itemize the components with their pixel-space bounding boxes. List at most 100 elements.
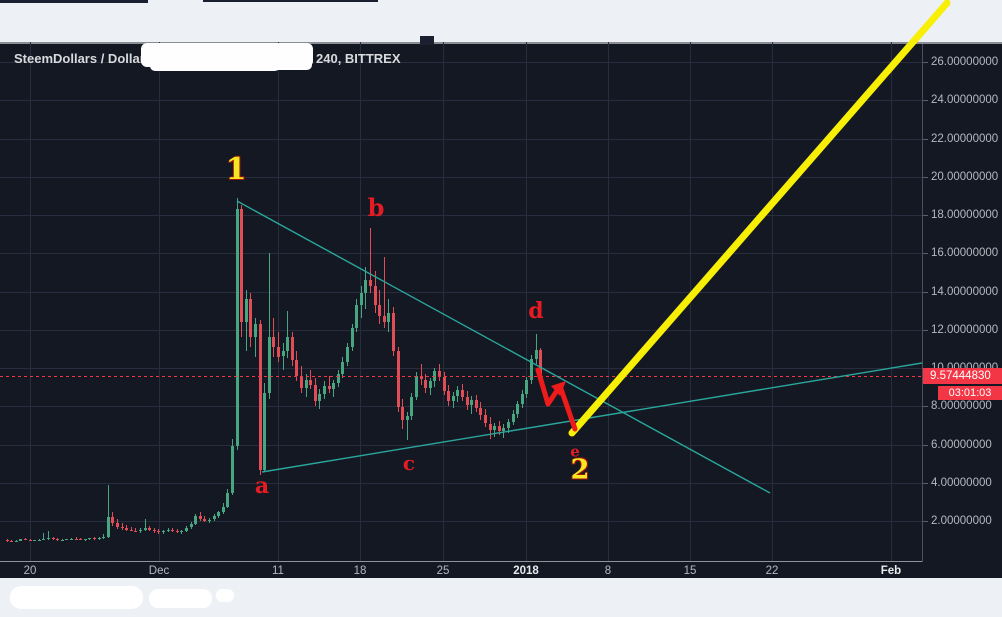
candle-body bbox=[33, 540, 37, 542]
h-gridline bbox=[0, 482, 922, 484]
candle-body bbox=[102, 536, 106, 538]
candle-body bbox=[534, 349, 538, 360]
toolbar-fleck bbox=[0, 0, 148, 3]
candle-body bbox=[240, 209, 244, 323]
y-tick bbox=[923, 406, 928, 408]
candle-body bbox=[74, 538, 78, 540]
candle-body bbox=[37, 539, 41, 541]
candle-body bbox=[364, 280, 368, 294]
candle-body bbox=[97, 537, 101, 539]
candle-body bbox=[134, 530, 138, 532]
y-tick bbox=[923, 62, 928, 63]
toolbar-fleck bbox=[203, 0, 378, 2]
y-tick bbox=[923, 482, 928, 484]
candle-wick bbox=[93, 537, 95, 540]
y-axis-label: 24.00000000 bbox=[931, 94, 999, 107]
candle-body bbox=[290, 337, 294, 361]
y-axis-label: 22.00000000 bbox=[931, 132, 999, 145]
candle-body bbox=[327, 386, 331, 390]
candle-body bbox=[309, 379, 313, 386]
candle-body bbox=[341, 362, 345, 374]
interval-exchange: 240, BITTREX bbox=[316, 51, 401, 66]
candle-body bbox=[253, 324, 257, 338]
candle-wick bbox=[126, 524, 128, 531]
candle-body bbox=[161, 531, 165, 533]
candle-body bbox=[483, 414, 487, 424]
candle-body bbox=[244, 299, 248, 323]
candle-body bbox=[428, 381, 432, 389]
candle-body bbox=[194, 516, 198, 524]
wave-label-2[interactable]: 2 bbox=[570, 454, 590, 486]
candle-body bbox=[19, 539, 23, 541]
candle-body bbox=[79, 539, 83, 540]
h-gridline bbox=[0, 100, 922, 102]
symbol-title: SteemDollars / Dollar bbox=[14, 51, 145, 66]
y-tick bbox=[923, 100, 928, 102]
time-axis[interactable]: 20 Dec 11 18 25 2018 8 15 22 Feb bbox=[0, 561, 1002, 578]
v-gridline bbox=[891, 42, 892, 561]
candle-body bbox=[230, 446, 234, 494]
candle-body bbox=[235, 209, 239, 447]
candle-body bbox=[322, 386, 326, 394]
candle-body bbox=[175, 530, 179, 532]
wave-label-d[interactable]: d bbox=[528, 298, 544, 324]
y-axis-label: 14.00000000 bbox=[931, 285, 999, 298]
candle-body bbox=[111, 517, 115, 523]
candle-body bbox=[212, 516, 216, 520]
candle-body bbox=[470, 399, 474, 406]
wave-label-c[interactable]: c bbox=[402, 451, 416, 475]
redaction-title-blob bbox=[272, 58, 312, 70]
current-price-label: 9.57444830 bbox=[923, 368, 1002, 384]
candle-body bbox=[267, 337, 271, 393]
candle-body bbox=[148, 527, 152, 531]
candle-body bbox=[65, 539, 69, 541]
v-gridline bbox=[690, 42, 691, 561]
redaction-bottom-blob bbox=[149, 589, 212, 608]
candle-body bbox=[143, 527, 147, 531]
candle-body bbox=[207, 519, 211, 521]
candle-body bbox=[28, 539, 32, 541]
h-gridline bbox=[0, 138, 922, 140]
y-tick bbox=[923, 521, 928, 522]
wave-label-b[interactable]: b bbox=[367, 193, 385, 222]
candle-body bbox=[69, 538, 73, 540]
candle-body bbox=[51, 537, 55, 540]
x-axis-label: 18 bbox=[353, 565, 367, 577]
wave-label-a[interactable]: a bbox=[254, 473, 270, 499]
x-axis-label: 11 bbox=[272, 565, 284, 577]
candle-body bbox=[442, 376, 446, 391]
y-tick bbox=[923, 176, 928, 178]
candle-body bbox=[391, 312, 395, 351]
candle-body bbox=[184, 527, 188, 531]
wave-label-1[interactable]: 1 bbox=[225, 152, 247, 187]
plot-area[interactable] bbox=[0, 42, 922, 561]
v-gridline bbox=[526, 42, 527, 561]
candle-body bbox=[180, 530, 184, 532]
v-gridline bbox=[30, 42, 31, 561]
candle-body bbox=[516, 404, 520, 414]
candle-body bbox=[313, 385, 317, 402]
candle-wick bbox=[75, 537, 77, 540]
y-axis-label: 20.00000000 bbox=[931, 170, 999, 183]
candle-body bbox=[529, 359, 533, 381]
candle-body bbox=[60, 539, 64, 541]
candle-body bbox=[299, 375, 303, 388]
plot-bottom-border bbox=[0, 561, 922, 562]
candle-body bbox=[414, 375, 418, 397]
candle-wick bbox=[287, 310, 289, 359]
candle-body bbox=[42, 538, 46, 540]
candle-wick bbox=[43, 533, 45, 541]
candle-body bbox=[46, 537, 50, 539]
h-gridline bbox=[0, 176, 922, 178]
candle-body bbox=[401, 407, 405, 420]
candle-body bbox=[281, 350, 285, 357]
h-gridline bbox=[0, 253, 922, 255]
candle-body bbox=[368, 280, 372, 286]
toolbar-fleck bbox=[420, 36, 434, 45]
candle-body bbox=[460, 390, 464, 397]
redaction-top-band bbox=[0, 0, 1002, 42]
v-gridline bbox=[443, 42, 444, 561]
candle-body bbox=[456, 390, 460, 396]
redaction-bottom-blob bbox=[216, 589, 234, 602]
